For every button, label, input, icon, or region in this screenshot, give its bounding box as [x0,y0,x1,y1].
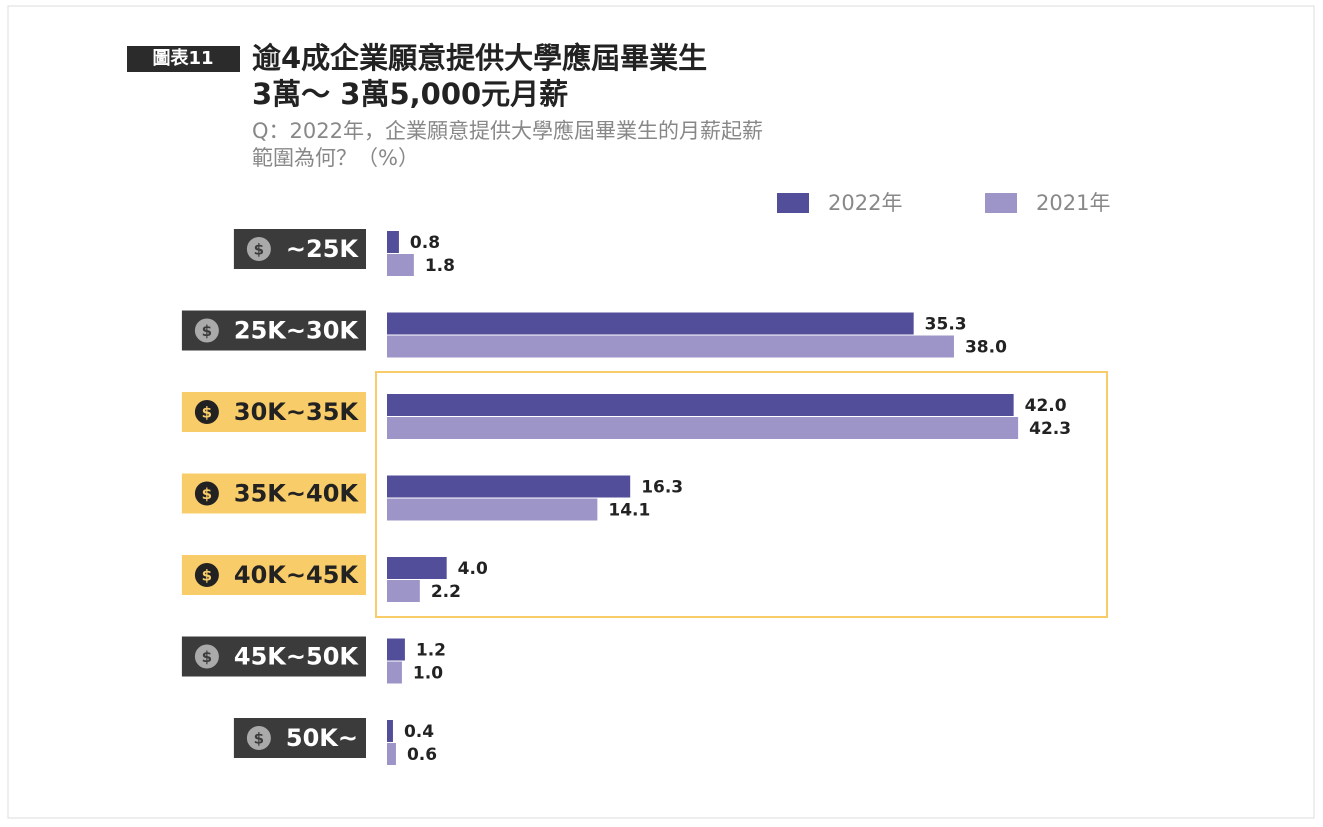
badge-bg [127,46,240,72]
value-label: 42.3 [1029,419,1071,439]
value-label: 42.0 [1025,396,1067,416]
value-label: 0.4 [404,722,434,742]
dollar-icon [194,400,219,424]
bar [387,475,631,498]
bar [387,231,399,253]
value-label: 2.2 [431,582,461,602]
chart-title: 3萬～ 3萬5,000元月薪 [252,77,568,111]
subtitle: Q：2022年，企業願意提供大學應屆畢業生的月薪起薪 [252,119,763,143]
category-label: 25K~30K [234,317,360,345]
value-label: 14.1 [608,501,650,521]
bar [387,394,1014,416]
value-label: 4.0 [458,559,488,579]
dollar-icon [194,318,219,343]
subtitle: 範圍為何？（%） [252,146,419,170]
category-label: 40K~45K [234,561,360,589]
dollar-icon [194,644,219,669]
category-label: 50K~ [286,724,358,752]
bar [387,254,414,276]
dollar-sign: $ [202,567,212,585]
bar [387,312,914,335]
dollar-sign: $ [202,404,212,422]
bar [387,743,396,765]
badge: 圖表11 [152,47,213,69]
bar [387,580,420,602]
value-label: 1.2 [416,641,446,661]
dollar-icon [246,726,271,750]
dollar-sign: $ [202,485,212,503]
value-label: 35.3 [925,315,967,335]
dollar-sign: $ [254,241,264,259]
bar [387,661,402,684]
bar [387,498,598,521]
value-label: 16.3 [641,478,683,498]
bar [387,720,393,742]
dollar-icon [194,481,219,506]
category-label: 45K~50K [234,643,360,671]
category-label: 30K~35K [234,398,360,426]
highlight-frame [375,371,1108,618]
legend-label: 2022年 [828,191,902,215]
legend-label: 2021年 [1036,191,1110,215]
category-label: 35K~40K [234,480,360,508]
dollar-sign: $ [254,730,264,748]
value-label: 1.8 [425,256,455,276]
bar [387,335,954,358]
legend-swatch [985,193,1017,213]
dollar-icon [194,563,219,587]
bar [387,557,447,579]
dollar-sign: $ [202,648,212,666]
category-label: ~25K [286,235,360,263]
value-label: 0.8 [410,233,440,253]
value-label: 0.6 [407,745,437,765]
chart-title: 逾4成企業願意提供大學應屆畢業生 [252,41,707,75]
dollar-sign: $ [202,322,212,340]
legend-swatch [777,193,809,213]
bar [387,638,405,661]
bar [387,417,1019,439]
value-label: 38.0 [965,338,1007,358]
value-label: 1.0 [413,664,443,684]
dollar-icon [246,237,271,261]
